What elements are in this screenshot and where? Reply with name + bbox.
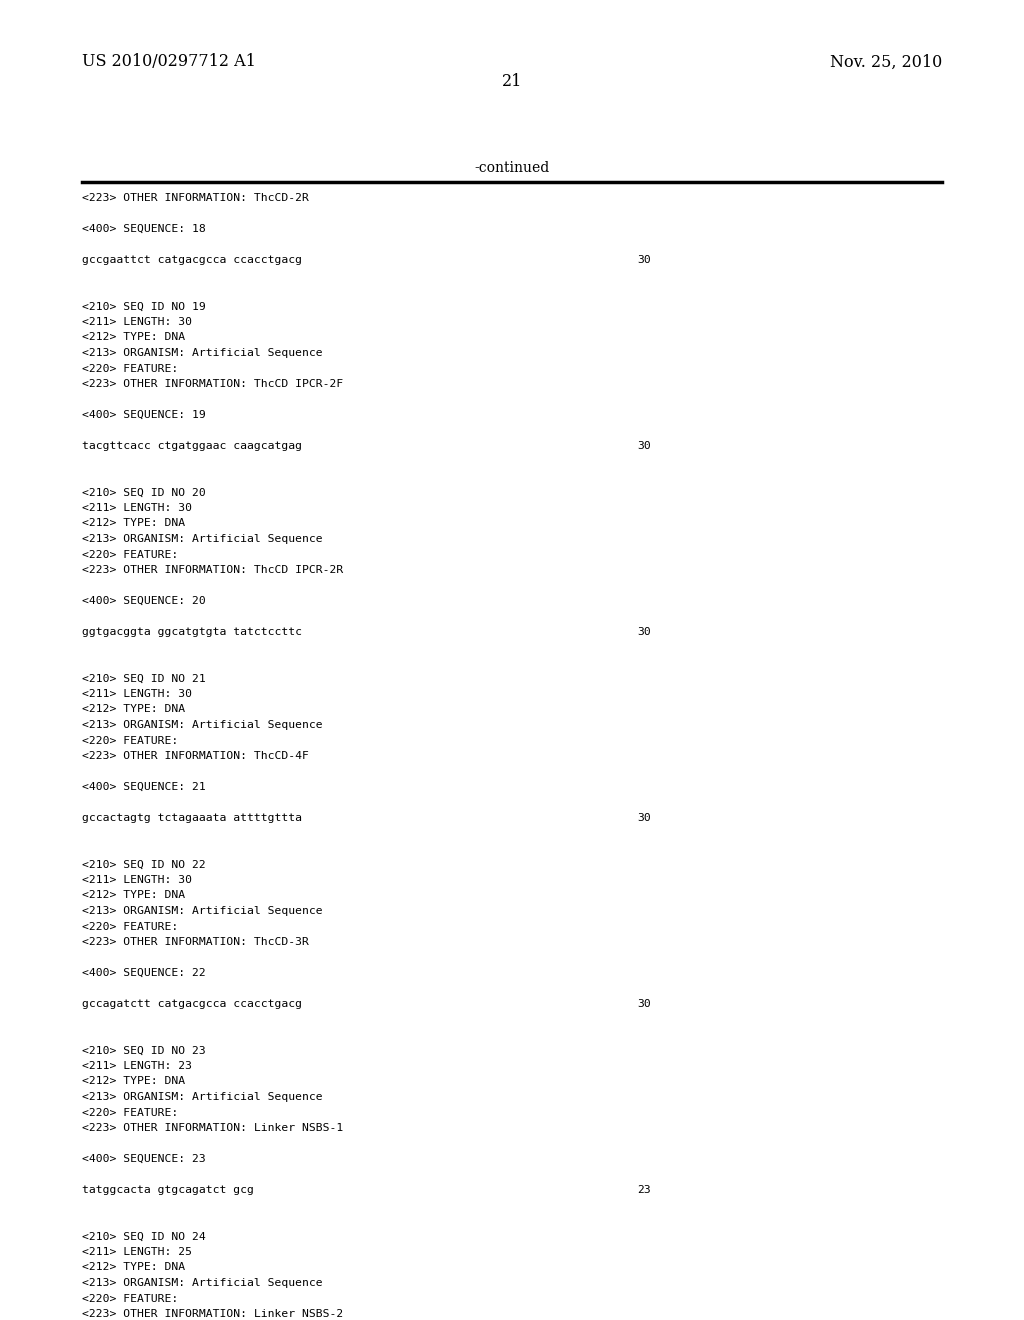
Text: <400> SEQUENCE: 20: <400> SEQUENCE: 20 [82, 597, 206, 606]
Text: <210> SEQ ID NO 21: <210> SEQ ID NO 21 [82, 673, 206, 684]
Text: <212> TYPE: DNA: <212> TYPE: DNA [82, 519, 185, 528]
Text: <400> SEQUENCE: 21: <400> SEQUENCE: 21 [82, 781, 206, 792]
Text: <211> LENGTH: 25: <211> LENGTH: 25 [82, 1247, 193, 1257]
Text: <223> OTHER INFORMATION: ThcCD-3R: <223> OTHER INFORMATION: ThcCD-3R [82, 937, 309, 946]
Text: <220> FEATURE:: <220> FEATURE: [82, 1294, 178, 1304]
Text: <211> LENGTH: 30: <211> LENGTH: 30 [82, 689, 193, 700]
Text: <210> SEQ ID NO 22: <210> SEQ ID NO 22 [82, 859, 206, 870]
Text: <211> LENGTH: 30: <211> LENGTH: 30 [82, 503, 193, 513]
Text: <212> TYPE: DNA: <212> TYPE: DNA [82, 891, 185, 900]
Text: <220> FEATURE:: <220> FEATURE: [82, 1107, 178, 1118]
Text: <213> ORGANISM: Artificial Sequence: <213> ORGANISM: Artificial Sequence [82, 535, 323, 544]
Text: <223> OTHER INFORMATION: ThcCD IPCR-2R: <223> OTHER INFORMATION: ThcCD IPCR-2R [82, 565, 343, 576]
Text: <220> FEATURE:: <220> FEATURE: [82, 921, 178, 932]
Text: <212> TYPE: DNA: <212> TYPE: DNA [82, 1262, 185, 1272]
Text: tatggcacta gtgcagatct gcg: tatggcacta gtgcagatct gcg [82, 1185, 254, 1195]
Text: <400> SEQUENCE: 19: <400> SEQUENCE: 19 [82, 411, 206, 420]
Text: <400> SEQUENCE: 23: <400> SEQUENCE: 23 [82, 1154, 206, 1164]
Text: <223> OTHER INFORMATION: ThcCD-4F: <223> OTHER INFORMATION: ThcCD-4F [82, 751, 309, 762]
Text: 23: 23 [637, 1185, 650, 1195]
Text: 30: 30 [637, 627, 650, 638]
Text: 30: 30 [637, 999, 650, 1008]
Text: <213> ORGANISM: Artificial Sequence: <213> ORGANISM: Artificial Sequence [82, 348, 323, 358]
Text: ggtgacggta ggcatgtgta tatctccttc: ggtgacggta ggcatgtgta tatctccttc [82, 627, 302, 638]
Text: <210> SEQ ID NO 19: <210> SEQ ID NO 19 [82, 301, 206, 312]
Text: <211> LENGTH: 30: <211> LENGTH: 30 [82, 875, 193, 884]
Text: US 2010/0297712 A1: US 2010/0297712 A1 [82, 54, 256, 70]
Text: <400> SEQUENCE: 22: <400> SEQUENCE: 22 [82, 968, 206, 978]
Text: -continued: -continued [474, 161, 550, 176]
Text: <210> SEQ ID NO 23: <210> SEQ ID NO 23 [82, 1045, 206, 1056]
Text: <223> OTHER INFORMATION: ThcCD-2R: <223> OTHER INFORMATION: ThcCD-2R [82, 193, 309, 203]
Text: Nov. 25, 2010: Nov. 25, 2010 [829, 54, 942, 70]
Text: 30: 30 [637, 813, 650, 822]
Text: <213> ORGANISM: Artificial Sequence: <213> ORGANISM: Artificial Sequence [82, 1278, 323, 1288]
Text: <220> FEATURE:: <220> FEATURE: [82, 735, 178, 746]
Text: gccagatctt catgacgcca ccacctgacg: gccagatctt catgacgcca ccacctgacg [82, 999, 302, 1008]
Text: <213> ORGANISM: Artificial Sequence: <213> ORGANISM: Artificial Sequence [82, 719, 323, 730]
Text: <213> ORGANISM: Artificial Sequence: <213> ORGANISM: Artificial Sequence [82, 1092, 323, 1102]
Text: 30: 30 [637, 441, 650, 451]
Text: 21: 21 [502, 74, 522, 91]
Text: <220> FEATURE:: <220> FEATURE: [82, 549, 178, 560]
Text: gccgaattct catgacgcca ccacctgacg: gccgaattct catgacgcca ccacctgacg [82, 255, 302, 265]
Text: <400> SEQUENCE: 18: <400> SEQUENCE: 18 [82, 224, 206, 234]
Text: <212> TYPE: DNA: <212> TYPE: DNA [82, 1077, 185, 1086]
Text: tacgttcacc ctgatggaac caagcatgag: tacgttcacc ctgatggaac caagcatgag [82, 441, 302, 451]
Text: <212> TYPE: DNA: <212> TYPE: DNA [82, 333, 185, 342]
Text: <223> OTHER INFORMATION: Linker NSBS-1: <223> OTHER INFORMATION: Linker NSBS-1 [82, 1123, 343, 1133]
Text: <211> LENGTH: 30: <211> LENGTH: 30 [82, 317, 193, 327]
Text: <220> FEATURE:: <220> FEATURE: [82, 363, 178, 374]
Text: <211> LENGTH: 23: <211> LENGTH: 23 [82, 1061, 193, 1071]
Text: <213> ORGANISM: Artificial Sequence: <213> ORGANISM: Artificial Sequence [82, 906, 323, 916]
Text: gccactagtg tctagaaata attttgttta: gccactagtg tctagaaata attttgttta [82, 813, 302, 822]
Text: <223> OTHER INFORMATION: ThcCD IPCR-2F: <223> OTHER INFORMATION: ThcCD IPCR-2F [82, 379, 343, 389]
Text: <210> SEQ ID NO 24: <210> SEQ ID NO 24 [82, 1232, 206, 1242]
Text: <212> TYPE: DNA: <212> TYPE: DNA [82, 705, 185, 714]
Text: <210> SEQ ID NO 20: <210> SEQ ID NO 20 [82, 487, 206, 498]
Text: <223> OTHER INFORMATION: Linker NSBS-2: <223> OTHER INFORMATION: Linker NSBS-2 [82, 1309, 343, 1319]
Text: 30: 30 [637, 255, 650, 265]
